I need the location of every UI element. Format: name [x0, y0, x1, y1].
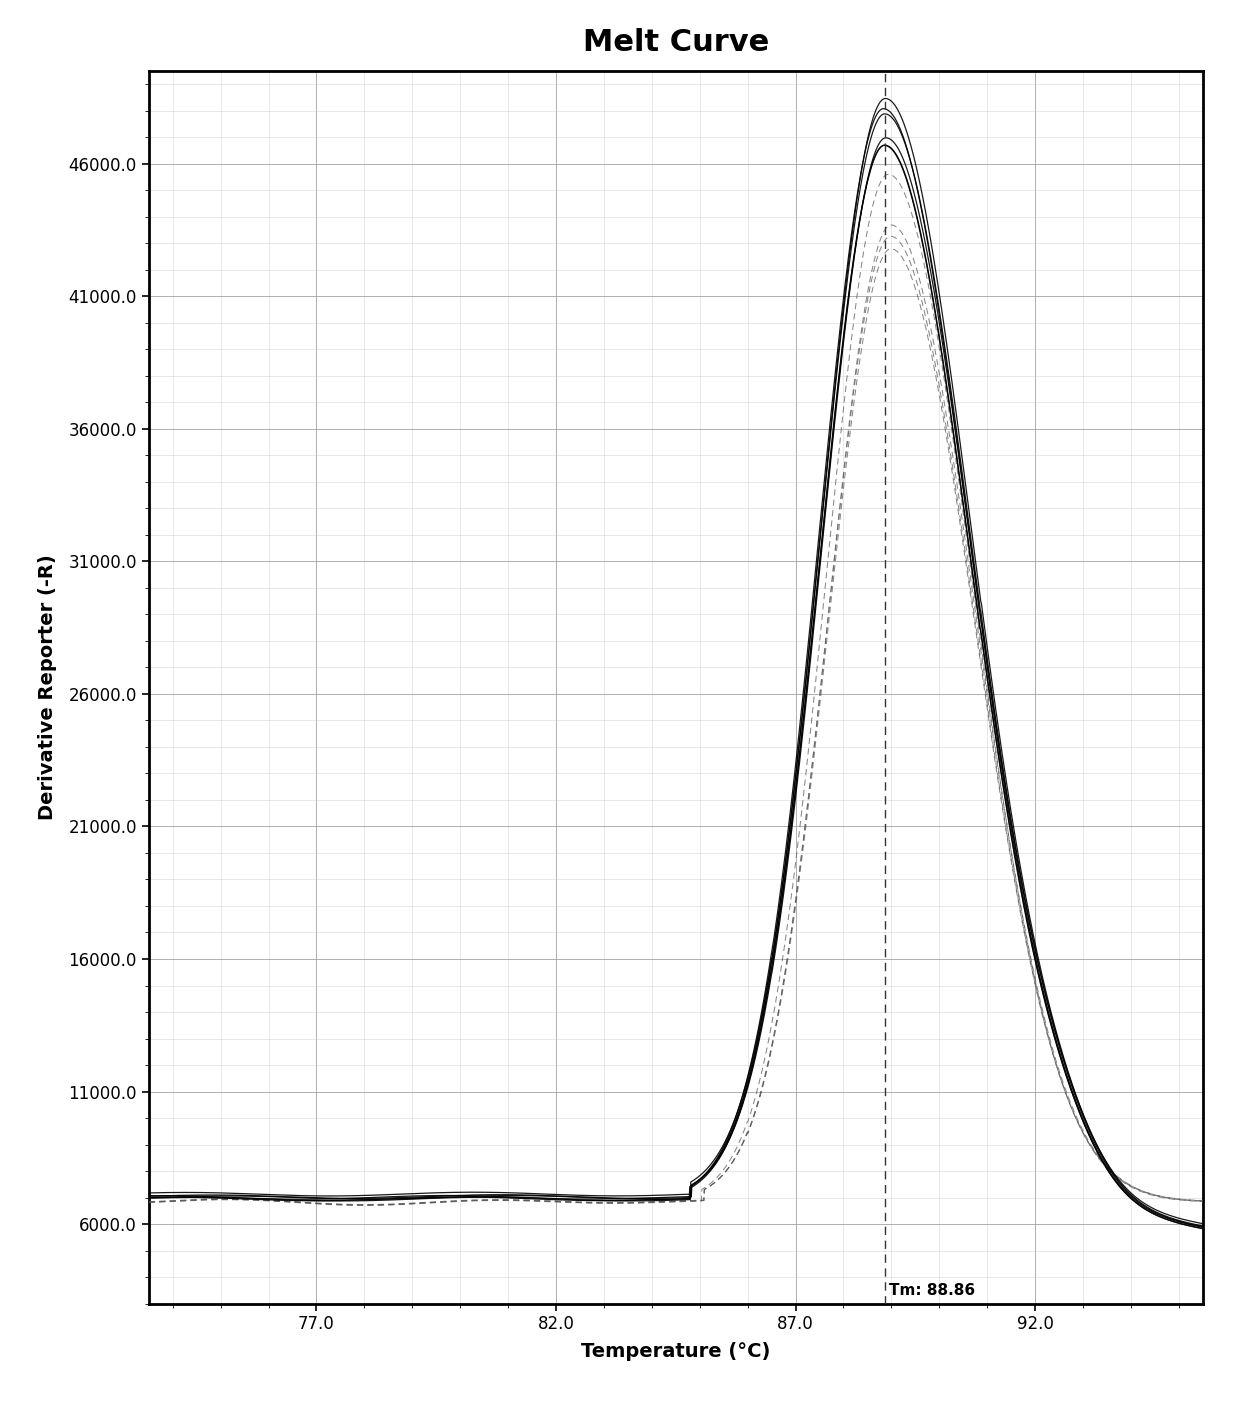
X-axis label: Temperature (°C): Temperature (°C)	[582, 1342, 770, 1360]
Y-axis label: Derivative Reporter (-R): Derivative Reporter (-R)	[38, 554, 57, 820]
Text: Tm: 88.86: Tm: 88.86	[889, 1284, 976, 1298]
Title: Melt Curve: Melt Curve	[583, 28, 769, 58]
